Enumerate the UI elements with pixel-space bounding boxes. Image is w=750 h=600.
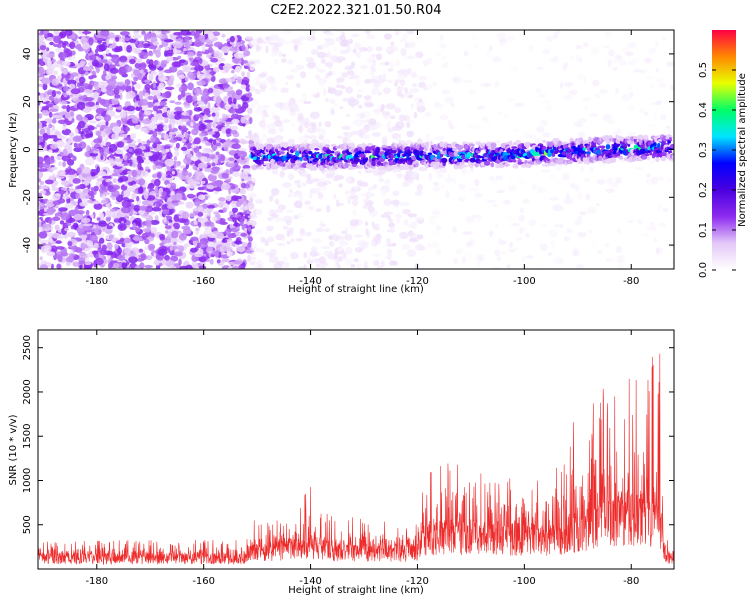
spectrogram-ticks: -180 -160 -140 -120 -100 -80 -40 -20 0 20 40 <box>22 30 674 287</box>
spectrogram-y-axis-label: Frequency (Hz) <box>8 112 19 188</box>
spectrogram-y-tick-label: -20 <box>22 189 33 205</box>
spectrogram-x-axis-label: Height of straight line (km) <box>288 284 424 295</box>
spectrogram-x-tick-label: -160 <box>192 276 215 287</box>
snr-y-tick-label: 1000 <box>22 468 33 493</box>
spectrogram-y-tick-label: 20 <box>22 95 33 108</box>
snr-x-tick-label: -140 <box>299 576 322 587</box>
spectrogram-x-tick-label: -140 <box>299 276 322 287</box>
colorbar-tick-label: 0.0 <box>698 262 709 278</box>
colorbar-tick-label: 0.1 <box>698 222 709 238</box>
snr-x-axis-label: Height of straight line (km) <box>288 585 424 596</box>
colorbar-tick-label: 0.2 <box>698 182 709 198</box>
spectrogram-x-tick-label: -80 <box>623 276 639 287</box>
spectrogram-x-tick-label: -100 <box>513 276 536 287</box>
snr-y-tick-label: 500 <box>22 515 33 534</box>
colorbar-tick-label: 0.5 <box>698 62 709 78</box>
colorbar-ticks: 0.0 0.1 0.2 0.3 0.4 0.5 <box>698 62 736 278</box>
snr-y-tick-label: 2000 <box>22 379 33 404</box>
spectrogram-y-tick-label: -40 <box>22 237 33 253</box>
snr-x-tick-label: -100 <box>513 576 536 587</box>
snr-y-tick-label: 1500 <box>22 423 33 448</box>
snr-x-tick-label: -160 <box>192 576 215 587</box>
colorbar-tick-label: 0.3 <box>698 142 709 158</box>
colorbar: 0.0 0.1 0.2 0.3 0.4 0.5 Normalized spectral a… <box>698 30 748 278</box>
spectrogram-heat-layer <box>38 30 674 269</box>
colorbar-tick-label: 0.4 <box>698 102 709 118</box>
snr-y-tick-label: 2500 <box>22 335 33 360</box>
snr-x-tick-label: -120 <box>406 576 429 587</box>
snr-x-tick-label: -180 <box>85 576 108 587</box>
spectrogram-panel: -180 -160 -140 -120 -100 -80 -40 -20 0 20 40 Heigh… <box>8 29 675 295</box>
snr-panel: -180 -160 -140 -120 -100 -80 500 1000 1500 2000 25… <box>8 329 675 596</box>
figure-title: C2E2.2022.321.01.50.R04 <box>270 3 441 18</box>
snr-x-tick-label: -80 <box>623 576 639 587</box>
spectrogram-x-tick-label: -120 <box>406 276 429 287</box>
spectrogram-y-tick-label: 0 <box>22 146 33 152</box>
snr-y-axis-label: SNR (10 * v/v) <box>8 414 19 485</box>
snr-series-line <box>38 353 674 566</box>
spectrogram-x-tick-label: -180 <box>85 276 108 287</box>
snr-ticks: -180 -160 -140 -120 -100 -80 500 1000 1500 2000 25… <box>22 330 674 587</box>
colorbar-label: Normalized spectral amplitude <box>737 73 748 227</box>
snr-frame <box>37 329 675 570</box>
spectrogram-y-tick-label: 40 <box>22 48 33 61</box>
